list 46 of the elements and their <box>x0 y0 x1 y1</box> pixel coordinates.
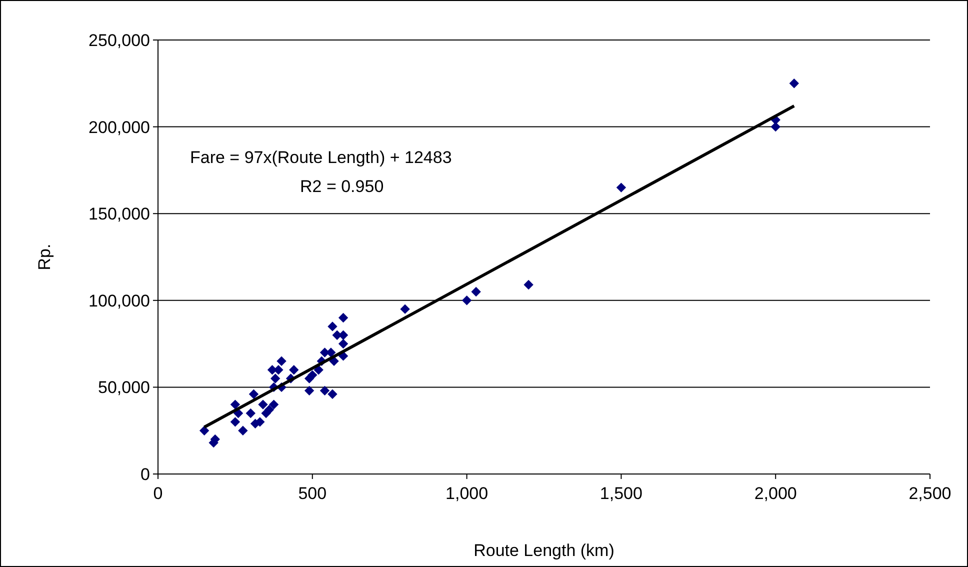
point <box>338 312 348 323</box>
point <box>270 374 280 384</box>
x-tick-label: 1,000 <box>446 484 488 503</box>
y-axis-title: Rp. <box>35 244 54 270</box>
point <box>238 426 248 436</box>
point <box>268 400 279 410</box>
point <box>524 280 534 290</box>
point <box>308 370 318 380</box>
point <box>328 389 338 399</box>
point <box>304 386 314 396</box>
point <box>314 364 324 375</box>
point <box>289 364 299 375</box>
y-tick-label: 200,000 <box>88 118 150 137</box>
x-tick-label: 1,500 <box>600 484 642 503</box>
point <box>230 417 240 427</box>
point <box>326 348 336 358</box>
point <box>400 304 410 314</box>
y-tick-label: 0 <box>140 464 150 484</box>
annotation: R2 = 0.950 <box>300 177 384 196</box>
y-tick-label: 250,000 <box>88 30 150 50</box>
point <box>770 122 780 132</box>
annotation: Fare = 97x(Route Length) + 12483 <box>190 148 452 167</box>
point <box>462 296 472 306</box>
point <box>255 417 265 427</box>
point <box>264 404 274 415</box>
point <box>230 400 240 410</box>
point <box>471 286 481 297</box>
point <box>199 426 210 436</box>
point <box>258 400 268 410</box>
x-tick-label: 2,000 <box>754 484 797 503</box>
x-tick-label: 500 <box>298 484 327 503</box>
point <box>274 364 284 375</box>
point <box>338 338 348 349</box>
x-axis-title: Route Length (km) <box>474 541 614 560</box>
point <box>248 389 259 399</box>
point <box>320 386 330 396</box>
x-tick-label: 2,500 <box>908 484 952 503</box>
y-tick-label: 150,000 <box>88 204 150 224</box>
x-tick-label: 0 <box>153 484 163 503</box>
y-tick-label: 50,000 <box>98 378 150 398</box>
y-tick-label: 100,000 <box>88 291 150 310</box>
point <box>328 322 338 332</box>
point <box>789 78 799 88</box>
point <box>616 182 626 192</box>
point <box>246 408 256 418</box>
point <box>276 356 286 366</box>
